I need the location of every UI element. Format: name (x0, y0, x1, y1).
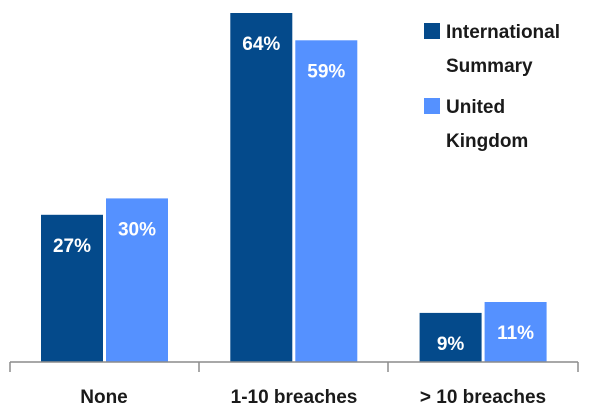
legend-item-international-summary: International Summary (424, 22, 560, 77)
x-tick-label-1-10-breaches: 1-10 breaches (231, 387, 358, 408)
legend-swatch-united-kingdom (424, 98, 440, 114)
bar-united-kingdom-none (106, 198, 168, 362)
bar-international-summary-10-breaches (419, 312, 482, 362)
legend-swatch-international-summary (424, 23, 440, 39)
legend-label-line: United (446, 97, 505, 118)
legend-label-line: International (446, 22, 560, 43)
data-label-united-kingdom-10-breaches: 11% (497, 323, 534, 344)
bar-international-summary-1-10-breaches (230, 13, 293, 362)
bars (41, 13, 547, 363)
data-label-international-summary-10-breaches: 9% (437, 334, 465, 355)
data-label-united-kingdom-none: 30% (118, 219, 156, 240)
legend-label-line: Summary (446, 56, 533, 77)
legend: International Summary United Kingdom (424, 22, 560, 152)
data-label-united-kingdom-1-10-breaches: 59% (307, 61, 345, 82)
x-axis: None 1-10 breaches > 10 breaches (9, 361, 579, 408)
legend-label-line: Kingdom (446, 131, 528, 152)
bar-international-summary-none (41, 214, 103, 362)
bar-united-kingdom-1-10-breaches (295, 40, 358, 363)
value-labels: 27% 30% 64% 59% 9% 11% (53, 34, 534, 355)
bar-united-kingdom-10-breaches (484, 302, 547, 362)
data-label-international-summary-1-10-breaches: 64% (242, 34, 280, 55)
data-label-international-summary-none: 27% (53, 236, 91, 257)
x-tick-label-none: None (80, 387, 128, 408)
legend-item-united-kingdom: United Kingdom (424, 97, 528, 152)
x-tick-label-over-10-breaches: > 10 breaches (420, 387, 546, 408)
